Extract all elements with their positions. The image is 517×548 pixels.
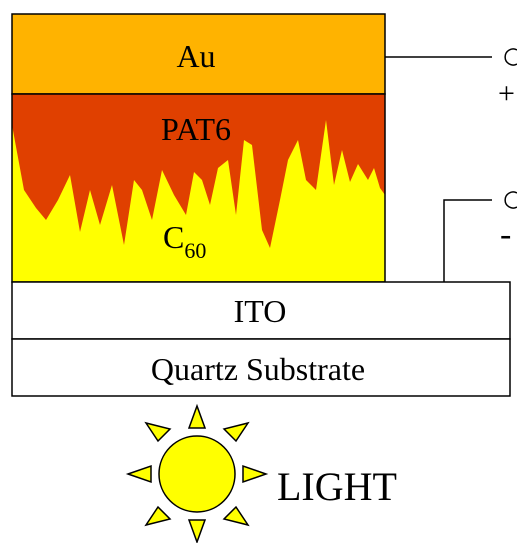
- active-blend-layer: PAT6 C60: [11, 93, 386, 283]
- au-label: Au: [176, 38, 215, 74]
- negative-terminal-icon: [504, 191, 517, 209]
- negative-wire: [443, 199, 492, 282]
- sun-ray-bottom-left: [144, 505, 172, 527]
- positive-terminal-icon: [504, 48, 517, 66]
- sun-ray-top-left: [144, 421, 172, 443]
- sun-ray-top-right: [222, 421, 250, 443]
- c60-label-subscript: 60: [184, 238, 206, 263]
- c60-label-base: C: [163, 219, 184, 255]
- negative-terminal-label: -: [500, 216, 511, 253]
- sun-ray-bottom-right: [222, 505, 250, 527]
- quartz-substrate-label: Quartz Substrate: [151, 351, 365, 387]
- sun-icon: [125, 403, 269, 545]
- sun-disc: [158, 435, 236, 513]
- sun-ray-left: [125, 464, 152, 484]
- pat6-label: PAT6: [161, 111, 231, 147]
- ito-layer: [11, 281, 511, 340]
- quartz-substrate-layer: [11, 338, 511, 397]
- sun-ray-bottom: [187, 519, 207, 545]
- sun-ray-right: [242, 464, 269, 484]
- light-label: LIGHT: [277, 464, 397, 509]
- au-layer: [11, 13, 386, 95]
- ito-label: ITO: [234, 293, 287, 329]
- c60-label: C60: [163, 219, 206, 263]
- sun-ray-top: [187, 403, 207, 429]
- pat6-region: [12, 94, 385, 248]
- positive-terminal-label: +: [498, 77, 515, 110]
